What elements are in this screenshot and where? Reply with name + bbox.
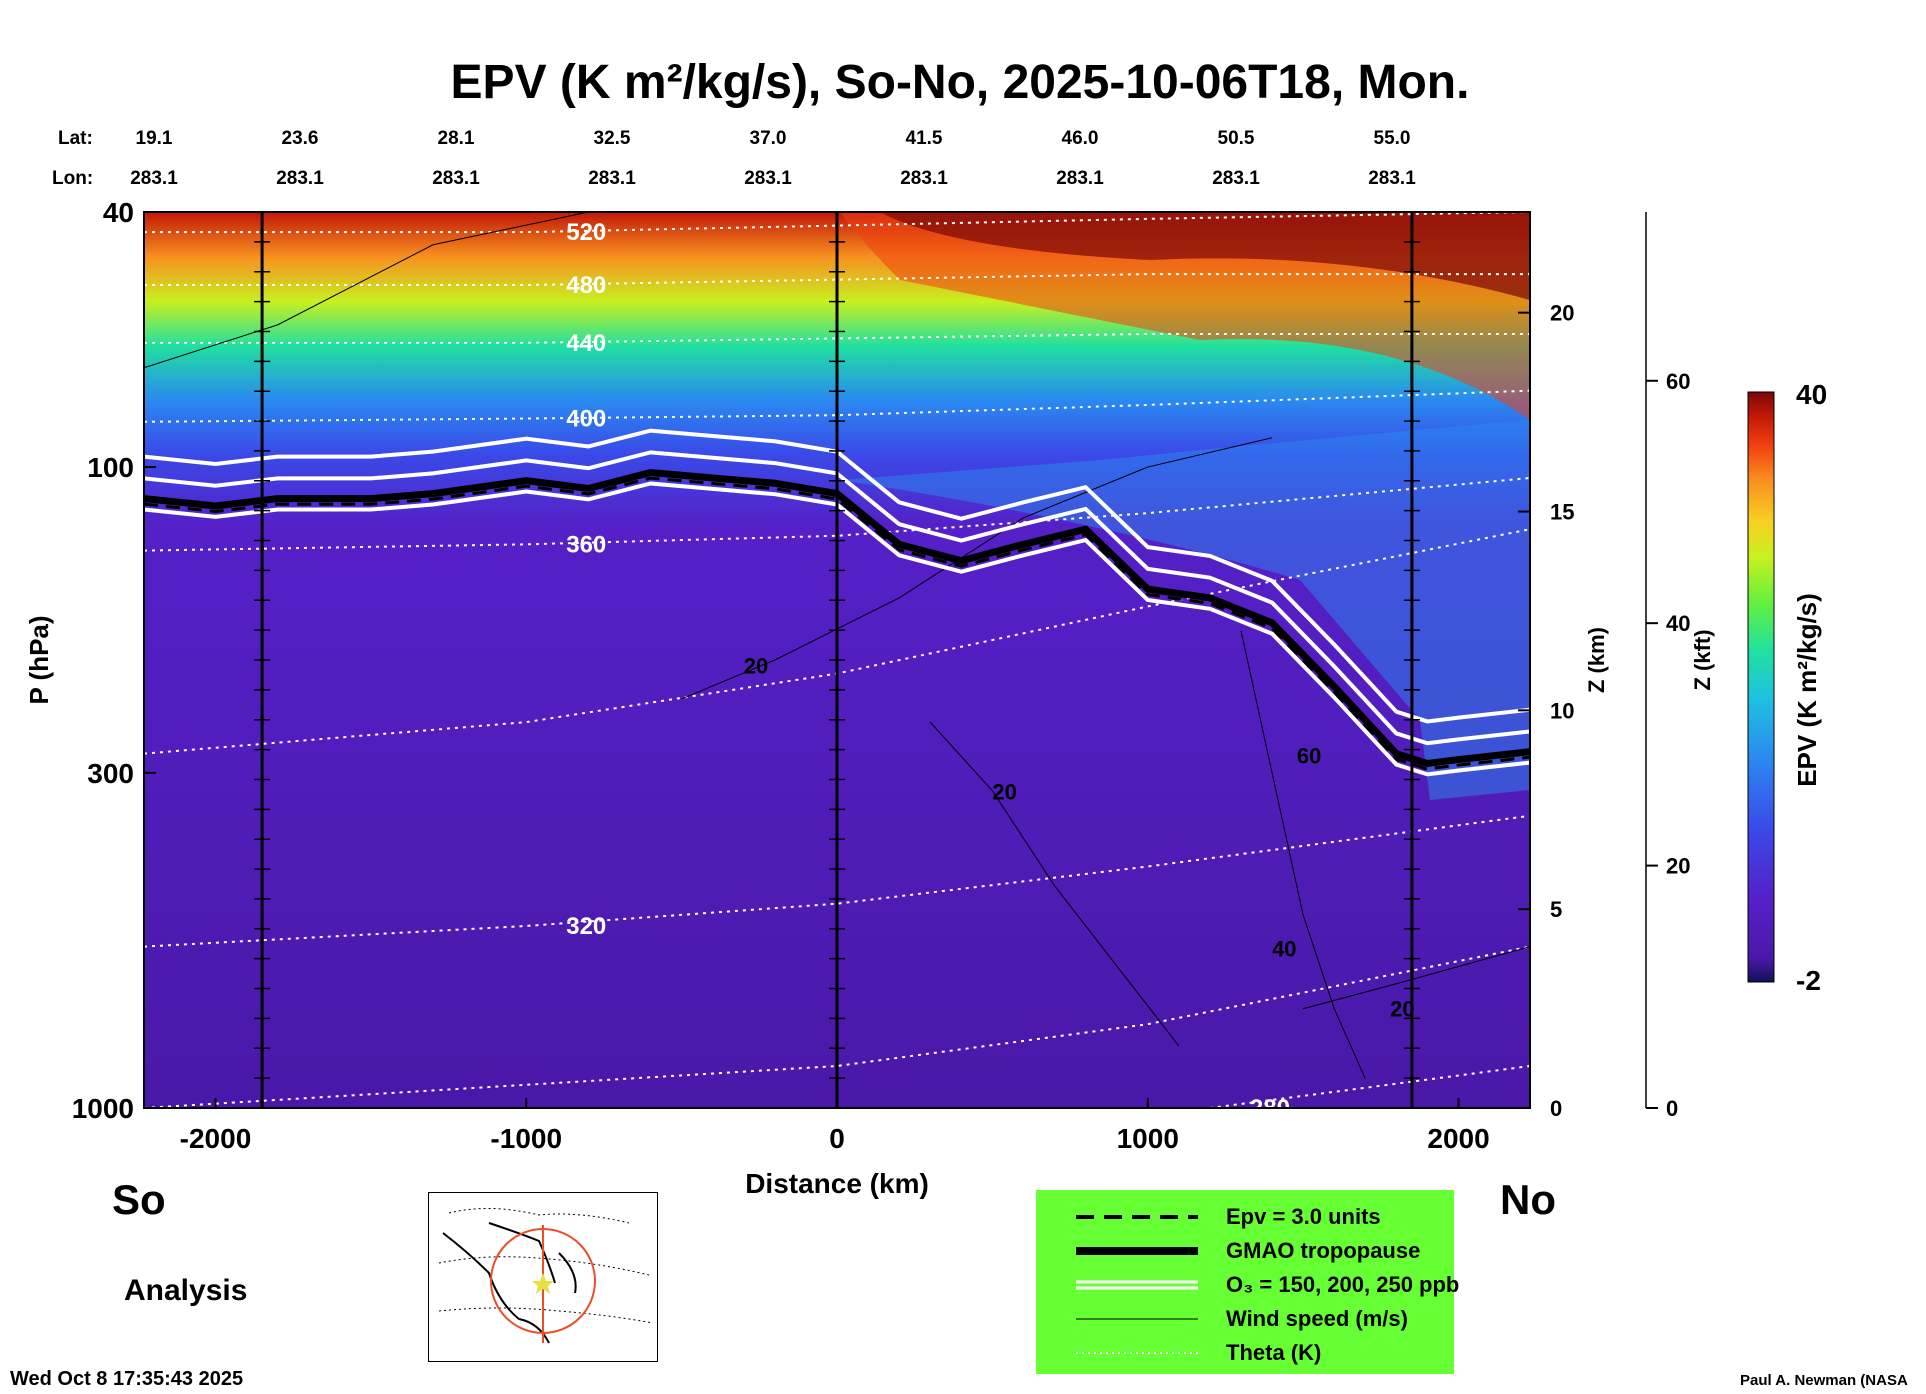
theta-label: 480: [566, 272, 606, 299]
x-tick-label: 0: [829, 1123, 845, 1154]
lat-value: 28.1: [438, 128, 475, 149]
x-tick-label: -2000: [180, 1123, 252, 1154]
z-km-tick-label: 5: [1550, 897, 1562, 922]
wind-label: 60: [1297, 743, 1321, 768]
theta-label: 400: [566, 406, 606, 433]
theta-label: 280: [1250, 1095, 1290, 1122]
y-tick-label: 300: [87, 758, 134, 789]
timestamp: Wed Oct 8 17:35:43 2025: [10, 1368, 244, 1390]
ozone-150-line: [144, 428, 1530, 724]
theta-label: 360: [566, 531, 606, 558]
lon-row-label: Lon:: [52, 168, 93, 189]
z-kft-tick-label: 40: [1666, 611, 1690, 636]
x-tick-label: -1000: [490, 1123, 562, 1154]
location-map-inset: [428, 1192, 658, 1362]
chart-title: EPV (K m²/kg/s), So-No, 2025-10-06T18, M…: [451, 56, 1470, 109]
epv-3pvu-line: [144, 476, 1530, 771]
x-tick-label: 1000: [1117, 1123, 1179, 1154]
legend-label: Wind speed (m/s): [1226, 1306, 1408, 1331]
theta-label: 320: [566, 913, 606, 940]
author-credit: Paul A. Newman (NASA: [1740, 1372, 1908, 1389]
lat-value: 50.5: [1218, 128, 1255, 149]
legend-label: GMAO tropopause: [1226, 1238, 1421, 1263]
wind-contour: [1303, 946, 1530, 1010]
lat-value: 32.5: [594, 128, 631, 149]
legend-label: Epv = 3.0 units: [1226, 1204, 1381, 1229]
z-km-tick-label: 0: [1550, 1096, 1562, 1121]
wind-label: 20: [744, 654, 768, 679]
lon-value: 283.1: [1368, 168, 1416, 189]
ozone-250-line: [144, 481, 1530, 777]
z-km-tick-label: 15: [1550, 500, 1574, 525]
legend: Epv = 3.0 units GMAO tropopause O₃ = 150…: [1036, 1190, 1459, 1374]
lon-value: 283.1: [744, 168, 792, 189]
x-tick-label: 2000: [1427, 1123, 1489, 1154]
colorbar: [1747, 391, 1775, 983]
tropopause-line: [144, 469, 1530, 767]
lon-value: 283.1: [130, 168, 178, 189]
legend-item-epv: Epv = 3.0 units: [1036, 1200, 1454, 1234]
lat-value: 23.6: [282, 128, 319, 149]
epv-stratosphere-north: [840, 420, 1530, 800]
z-kft-axis-label: Z (kft): [1690, 629, 1715, 690]
lat-value: 37.0: [750, 128, 787, 149]
z-kft-tick-label: 20: [1666, 854, 1690, 879]
lon-value: 283.1: [1056, 168, 1104, 189]
colorbar-label: EPV (K m²/kg/s): [1792, 593, 1822, 787]
z-kft-tick-label: 0: [1666, 1096, 1678, 1121]
analysis-label: Analysis: [124, 1274, 248, 1307]
lat-row-label: Lat:: [58, 128, 93, 149]
z-km-axis-label: Z (km): [1584, 627, 1609, 693]
lat-value: 46.0: [1062, 128, 1099, 149]
z-km-tick-label: 10: [1550, 698, 1574, 723]
colorbar-min-label: -2: [1796, 965, 1821, 996]
tropopause-lines: [144, 428, 1530, 777]
y-axis-label: P (hPa): [24, 615, 54, 704]
legend-item-tropopause: GMAO tropopause: [1036, 1234, 1454, 1268]
theta-label: 440: [566, 330, 606, 357]
legend-item-theta: Theta (K): [1036, 1336, 1454, 1370]
north-end-label: No: [1500, 1176, 1556, 1223]
legend-label: O₃ = 150, 200, 250 ppb: [1226, 1272, 1460, 1297]
lon-value: 283.1: [1212, 168, 1260, 189]
lat-value: 19.1: [136, 128, 173, 149]
lon-value: 283.1: [432, 168, 480, 189]
theta-label: 520: [566, 219, 606, 246]
z-km-tick-label: 20: [1550, 301, 1574, 326]
lon-value: 283.1: [588, 168, 636, 189]
z-kft-tick-label: 60: [1666, 369, 1690, 394]
legend-item-ozone: O₃ = 150, 200, 250 ppb: [1036, 1268, 1459, 1302]
wind-contour: [929, 721, 1180, 1047]
lat-value: 41.5: [906, 128, 943, 149]
legend-label: Theta (K): [1226, 1340, 1322, 1365]
x-axis-label: Distance (km): [745, 1168, 929, 1199]
wind-label: 40: [1272, 936, 1296, 961]
south-end-label: So: [112, 1176, 166, 1223]
lat-lon-values: 19.1 23.6 28.1 32.5 37.0 41.5 46.0 50.5 55.0 283.…: [130, 128, 1416, 189]
lon-value: 283.1: [276, 168, 324, 189]
y-tick-label: 1000: [72, 1093, 134, 1124]
ozone-200-line: [144, 450, 1530, 746]
wind-label: 20: [992, 779, 1016, 804]
section-markers: [254, 212, 1420, 1108]
colorbar-max-label: 40: [1796, 379, 1827, 410]
wind-contour: [144, 212, 589, 369]
theta-line: [144, 945, 1530, 1108]
epv-peak-region: [880, 212, 1530, 300]
axes: -2000 -1000 0 1000 2000 40 100 300 1000 0 5 10 15 20 0…: [72, 197, 1691, 1154]
lon-value: 283.1: [900, 168, 948, 189]
y-tick-label: 100: [87, 452, 134, 483]
y-tick-label: 40: [103, 197, 134, 228]
lat-value: 55.0: [1374, 128, 1411, 149]
legend-item-wind: Wind speed (m/s): [1036, 1302, 1454, 1336]
wind-contour: [1240, 630, 1366, 1079]
